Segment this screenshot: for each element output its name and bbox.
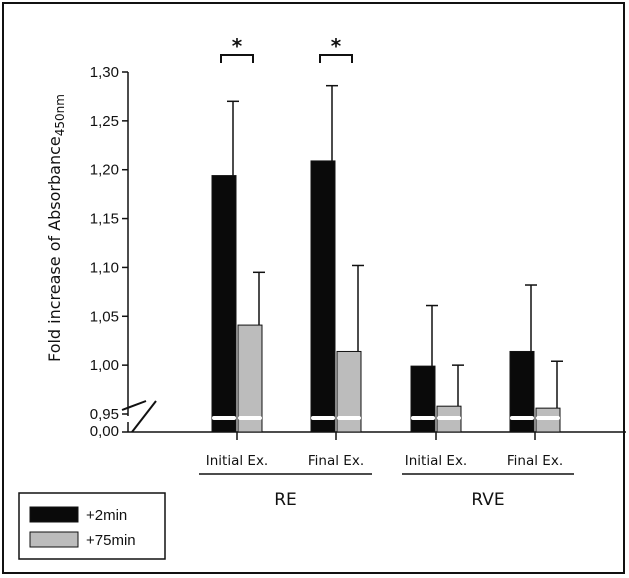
legend-swatch-75min	[29, 531, 79, 548]
y-tick-label: 1,10	[90, 259, 119, 276]
y-axis-title-subscript: 450nm	[53, 94, 67, 136]
significance-bracket	[319, 54, 353, 63]
x-tick-label: Final Ex.	[507, 453, 563, 469]
x-tick-label: Initial Ex.	[405, 453, 467, 469]
y-tick-label: 0,95	[90, 406, 119, 423]
legend-label-2min: +2min	[86, 507, 127, 524]
bar-75min	[535, 407, 561, 433]
x-tick-label: Final Ex.	[308, 453, 364, 469]
y-tick-label: 1,20	[90, 162, 119, 179]
legend-swatch-2min	[29, 506, 79, 523]
group-label: RVE	[471, 490, 504, 510]
significance-star: *	[331, 34, 342, 58]
bar-2min	[410, 365, 436, 433]
y-axis-title: Fold increase of Absorbance450nm	[45, 94, 67, 362]
legend-label-75min: +75min	[86, 532, 136, 549]
x-tick-label: Initial Ex.	[206, 453, 268, 469]
y-tick-label-zero: 0,00	[90, 423, 119, 440]
axis-break-mark-2	[131, 400, 157, 433]
bar-75min	[237, 324, 263, 433]
significance-bracket	[220, 54, 254, 63]
legend-box	[18, 492, 166, 560]
y-tick-label: 1,15	[90, 211, 119, 228]
legend: +2min +75min	[18, 492, 166, 560]
group-label: RE	[274, 490, 297, 510]
y-tick-label: 1,05	[90, 308, 119, 325]
bar-2min	[310, 160, 336, 433]
significance-star: *	[232, 34, 243, 58]
y-tick-label: 1,00	[90, 357, 119, 374]
axis-break-mark-1	[121, 400, 147, 411]
y-tick-label: 1,30	[90, 64, 119, 81]
y-tick-label: 1,25	[90, 113, 119, 130]
bar-2min	[211, 175, 237, 433]
y-axis-title-main: Fold increase of Absorbance	[45, 136, 64, 362]
